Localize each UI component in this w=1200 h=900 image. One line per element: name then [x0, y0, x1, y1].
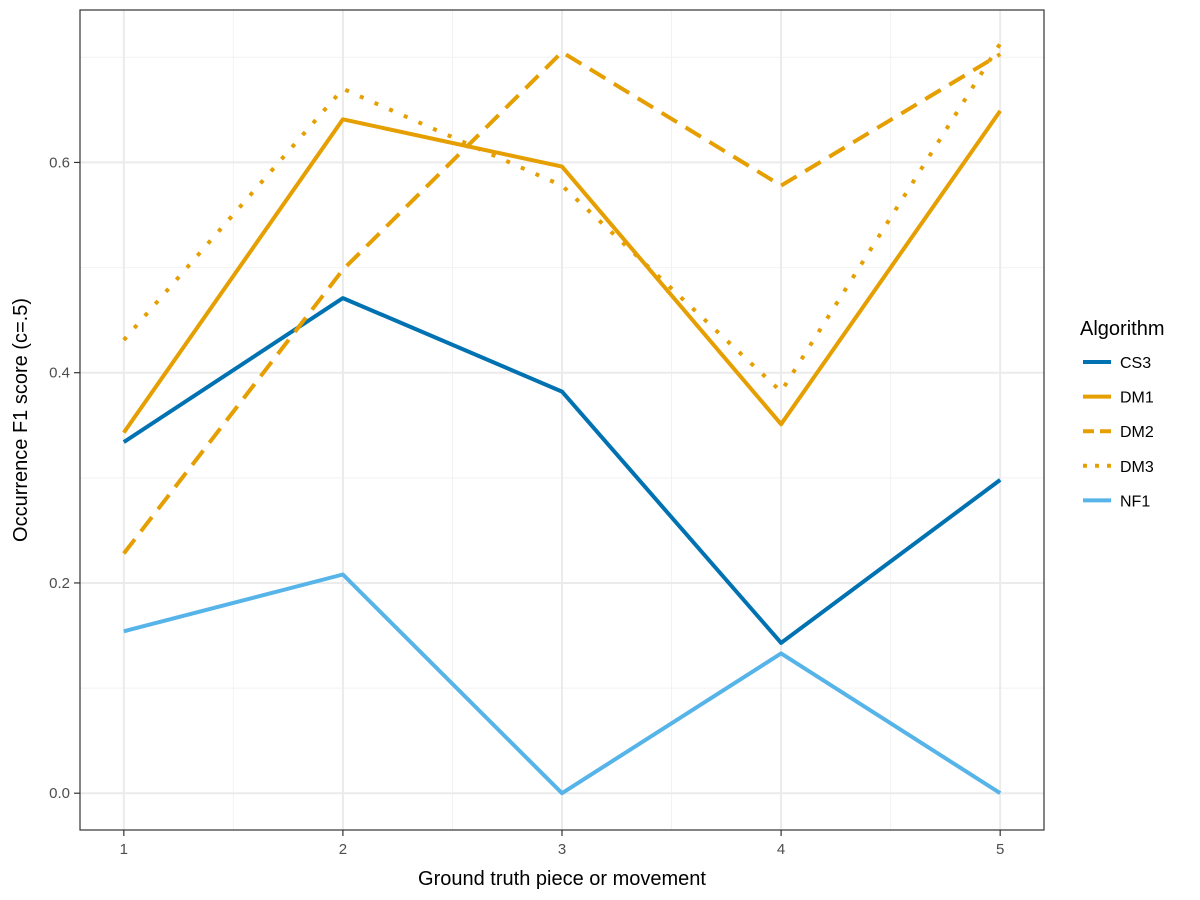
legend-title: Algorithm: [1080, 318, 1164, 340]
x-axis-ticks: 1 2 3 4 5: [120, 830, 1004, 858]
series-line-dm3: [122, 42, 1002, 394]
legend-label-nf1: NF1: [1120, 493, 1150, 510]
legend-label-cs3: CS3: [1120, 355, 1151, 372]
legend: Algorithm CS3 DM1 DM2 DM3 NF1: [1080, 318, 1164, 510]
series-line-nf1: [123, 572, 1002, 796]
x-tick-label: 4: [777, 841, 785, 858]
y-tick-label: 0.0: [49, 785, 70, 802]
legend-label-dm3: DM3: [1120, 459, 1154, 476]
series-line-dm2: [122, 50, 1002, 555]
series-lines: [122, 42, 1002, 796]
y-axis-ticks: 0.0 0.2 0.4 0.6: [49, 154, 80, 802]
series-line-cs3: [122, 296, 1002, 645]
legend-label-dm2: DM2: [1120, 424, 1154, 441]
grid-lines: [80, 10, 1044, 830]
x-axis-title: Ground truth piece or movement: [418, 868, 706, 890]
x-tick-label: 3: [558, 841, 566, 858]
y-tick-label: 0.6: [49, 154, 70, 171]
legend-label-dm1: DM1: [1120, 390, 1154, 407]
y-tick-label: 0.2: [49, 575, 70, 592]
x-tick-label: 2: [339, 841, 347, 858]
x-tick-label: 1: [120, 841, 128, 858]
y-tick-label: 0.4: [49, 365, 70, 382]
x-tick-label: 5: [996, 841, 1004, 858]
series-line-dm1: [122, 109, 1002, 434]
y-axis-title: Occurrence F1 score (c=.5): [10, 298, 32, 542]
